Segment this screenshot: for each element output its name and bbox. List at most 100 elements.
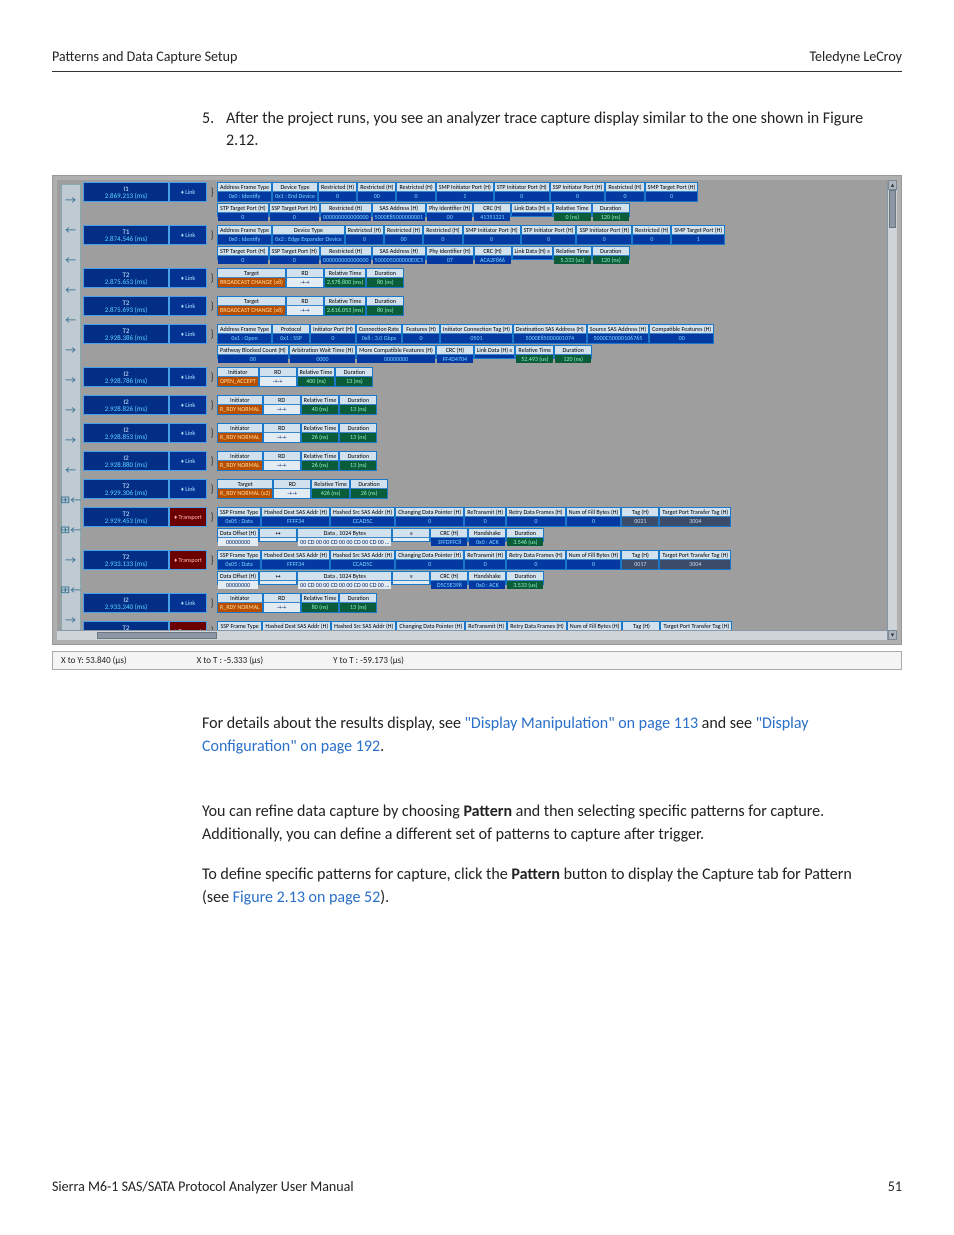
trace-cell[interactable]: Num of Fill Bytes (H)0 bbox=[566, 550, 622, 570]
trace-cell[interactable]: SAS Address (H)500005000000E0C5 bbox=[372, 246, 427, 260]
trace-cell[interactable]: SMP Target Port (H)0 bbox=[645, 182, 699, 202]
trace-cell[interactable]: RD-+-+ bbox=[286, 268, 324, 288]
trace-cell[interactable]: Handshake0x0 : ACK bbox=[468, 571, 506, 585]
trace-cell[interactable]: ReTransmit (H)0 bbox=[464, 507, 506, 527]
trace-cell[interactable]: InitiatorR_RDY NORMAL bbox=[217, 451, 263, 471]
trace-cell[interactable]: TargetBROADCAST CHANGE (x8) bbox=[217, 268, 286, 288]
trace-row[interactable]: T22.933.133 (ms)♦ Transport}SSP Frame Ty… bbox=[83, 550, 887, 570]
trace-cell[interactable]: Duration3.546 (us) bbox=[506, 528, 544, 542]
trace-cell[interactable]: SMP Initiator Port (H)1 bbox=[436, 182, 494, 202]
trace-cell[interactable]: RD-+-+ bbox=[259, 367, 297, 387]
trace-cell[interactable]: STP Initiator Port (H)0 bbox=[521, 225, 577, 245]
trace-subrow[interactable]: Data Offset (H)00000000↦Data , 1024 Byte… bbox=[83, 571, 887, 585]
trace-cell[interactable]: SSP Target Port (H)0 bbox=[269, 246, 320, 260]
trace-cell[interactable]: CRC (H)ACA2F866 bbox=[474, 246, 512, 260]
trace-cell[interactable]: Restricted (H)0 bbox=[632, 225, 671, 245]
trace-cell[interactable]: Relative Time2.578.800 (ms) bbox=[324, 268, 366, 288]
trace-cell[interactable]: Relative Time400 (ns) bbox=[297, 367, 336, 387]
trace-cell[interactable]: CRC (H)1FFDFFC8 bbox=[430, 528, 468, 542]
trace-row[interactable]: I22.928.786 (ms)♦ Link}InitiatorOPEN_ACC… bbox=[83, 367, 887, 387]
trace-cell[interactable]: Duration13 (ns) bbox=[335, 367, 373, 387]
trace-cell[interactable]: RD-+-+ bbox=[263, 451, 301, 471]
vertical-scrollbar[interactable]: ▴ ▾ bbox=[887, 180, 897, 640]
trace-subrow[interactable]: STP Target Port (H)0SSP Target Port (H)0… bbox=[83, 203, 887, 217]
trace-cell[interactable]: Phy Identifier (H)07 bbox=[426, 246, 473, 260]
trace-cell[interactable]: Data Offset (H)00000000 bbox=[217, 528, 259, 542]
trace-row[interactable]: I12.869.213 (ms)♦ Link}Address Frame Typ… bbox=[83, 182, 887, 202]
trace-cell[interactable]: Features (H)0 bbox=[402, 324, 440, 344]
scroll-down-button[interactable]: ▾ bbox=[888, 630, 897, 640]
trace-cell[interactable]: RD-+-+ bbox=[263, 423, 301, 443]
trace-cell[interactable]: SSP Frame Type0x05 : Data bbox=[217, 507, 261, 527]
trace-cell[interactable]: ↦ bbox=[259, 528, 297, 542]
trace-cell[interactable]: Restricted (H)00 bbox=[384, 225, 423, 245]
hscroll-thumb[interactable] bbox=[97, 632, 217, 639]
trace-cell[interactable]: Link Data (H) ≡ bbox=[474, 345, 516, 359]
trace-cell[interactable]: Duration26 (ns) bbox=[350, 479, 388, 499]
trace-cell[interactable]: SSP Frame Type0x05 : Data bbox=[217, 550, 261, 570]
trace-cell[interactable]: TargetR_RDY NORMAL (x2) bbox=[217, 479, 273, 499]
trace-cell[interactable]: STP Target Port (H)0 bbox=[217, 203, 269, 217]
trace-subrow[interactable]: Data Offset (H)00000000↦Data , 1024 Byte… bbox=[83, 528, 887, 542]
trace-cell[interactable]: Phy Identifier (H)00 bbox=[426, 203, 473, 217]
trace-cell[interactable]: SAS Address (H)5000E85000000001 bbox=[372, 203, 427, 217]
trace-cell[interactable]: Relative Time52.493 (us) bbox=[515, 345, 554, 359]
trace-cell[interactable]: CRC (H)D5C5E398 bbox=[430, 571, 468, 585]
trace-row[interactable]: I22.928.853 (ms)♦ Link}InitiatorR_RDY NO… bbox=[83, 423, 887, 443]
trace-cell[interactable]: Duration120 (ns) bbox=[554, 345, 592, 359]
trace-cell[interactable]: InitiatorR_RDY NORMAL bbox=[217, 423, 263, 443]
trace-row[interactable]: T22.928.386 (ms)♦ Link}Address Frame Typ… bbox=[83, 324, 887, 344]
trace-cell[interactable]: InitiatorOPEN_ACCEPT bbox=[217, 367, 259, 387]
trace-cell[interactable]: Relative Time40 (ns) bbox=[301, 395, 340, 415]
trace-cell[interactable]: Data Offset (H)00000000 bbox=[217, 571, 259, 585]
trace-cell[interactable]: Duration80 (ns) bbox=[366, 268, 404, 288]
trace-cell[interactable]: Restricted (H)0 bbox=[345, 225, 384, 245]
trace-row[interactable]: I22.933.240 (ms)♦ Link}InitiatorR_RDY NO… bbox=[83, 593, 887, 613]
trace-cell[interactable]: SSP Initiator Port (H)0 bbox=[576, 225, 632, 245]
trace-cell[interactable]: Link Data (H) ≡ bbox=[512, 246, 554, 260]
trace-cell[interactable]: Device Type0x1 : End Device bbox=[272, 182, 318, 202]
trace-cell[interactable]: Initiator Connection Tag (H)0501 bbox=[440, 324, 513, 344]
trace-cell[interactable]: Relative Time426 (ns) bbox=[311, 479, 350, 499]
trace-row[interactable]: T12.874.546 (ms)♦ Link}Address Frame Typ… bbox=[83, 225, 887, 245]
trace-row[interactable]: T22.929.306 (ms)♦ Link}TargetR_RDY NORMA… bbox=[83, 479, 887, 499]
trace-cell[interactable]: Compatible Features (H)00 bbox=[649, 324, 714, 344]
trace-cell[interactable]: Tag (H)0017 bbox=[621, 550, 659, 570]
trace-cell[interactable]: Hashed Dest SAS Addr (H)FFFF34 bbox=[261, 507, 330, 527]
trace-cell[interactable]: Restricted (H)000000000000000 bbox=[320, 203, 372, 217]
trace-cell[interactable]: Connection Rate0x8 : 3.0 Gbps bbox=[356, 324, 402, 344]
scroll-up-button[interactable]: ▴ bbox=[888, 180, 897, 190]
trace-row[interactable]: T22.875.653 (ms)♦ Link}TargetBROADCAST C… bbox=[83, 268, 887, 288]
trace-cell[interactable]: Restricted (H)00 bbox=[357, 182, 396, 202]
trace-cell[interactable]: ↦ bbox=[259, 571, 297, 585]
trace-cell[interactable]: Retry Data Frames (H)0 bbox=[506, 507, 565, 527]
trace-cell[interactable]: Tag (H)0021 bbox=[621, 507, 659, 527]
trace-cell[interactable]: Destination SAS Address (H)5000E85000001… bbox=[513, 324, 587, 344]
trace-cell[interactable]: CRC (H)41351321 bbox=[473, 203, 511, 217]
trace-cell[interactable]: Hashed Dest SAS Addr (H)FFFF34 bbox=[261, 550, 330, 570]
trace-cell[interactable]: STP Initiator Port (H)0 bbox=[494, 182, 550, 202]
trace-cell[interactable]: Device Type0x2 : Edge Expander Device bbox=[272, 225, 345, 245]
trace-cell[interactable]: Hashed Src SAS Addr (H)CCAD5C bbox=[330, 507, 395, 527]
trace-cell[interactable]: RD-+-+ bbox=[273, 479, 311, 499]
trace-cell[interactable]: Duration80 (ns) bbox=[366, 296, 404, 316]
trace-cell[interactable]: Arbitration Wait Time (H)0000 bbox=[289, 345, 356, 359]
trace-cell[interactable]: Link Data (H) ≡ bbox=[511, 203, 553, 217]
trace-cell[interactable]: Target Port Transfer Tag (H)3004 bbox=[659, 507, 731, 527]
link-display-manipulation[interactable]: "Display Manipulation" on page 113 bbox=[465, 714, 699, 733]
trace-cell[interactable]: Relative Time2.616.053 (ms) bbox=[324, 296, 366, 316]
trace-row[interactable]: I22.928.880 (ms)♦ Link}InitiatorR_RDY NO… bbox=[83, 451, 887, 471]
trace-cell[interactable]: ≡ bbox=[392, 528, 430, 542]
trace-cell[interactable]: CRC (H)FF4D4704 bbox=[436, 345, 474, 359]
trace-cell[interactable]: Relative Time26 (ns) bbox=[301, 451, 340, 471]
trace-cell[interactable]: More Compatible Features (H)00000000 bbox=[356, 345, 436, 359]
trace-cell[interactable]: Data , 1024 Bytes00 CD 00 00 CD 00 00 CD… bbox=[297, 528, 392, 542]
trace-cell[interactable]: SMP Initiator Port (H)0 bbox=[463, 225, 521, 245]
trace-cell[interactable]: Duration13 (ns) bbox=[339, 395, 377, 415]
trace-cell[interactable]: Restricted (H)000000000000000 bbox=[320, 246, 372, 260]
trace-cell[interactable]: Duration13 (ns) bbox=[339, 451, 377, 471]
trace-cell[interactable]: RD-+-+ bbox=[263, 593, 301, 613]
trace-cell[interactable]: Target Port Transfer Tag (H)3004 bbox=[659, 550, 731, 570]
trace-cell[interactable]: Duration13 (ns) bbox=[339, 423, 377, 443]
trace-cell[interactable]: SSP Initiator Port (H)0 bbox=[550, 182, 606, 202]
